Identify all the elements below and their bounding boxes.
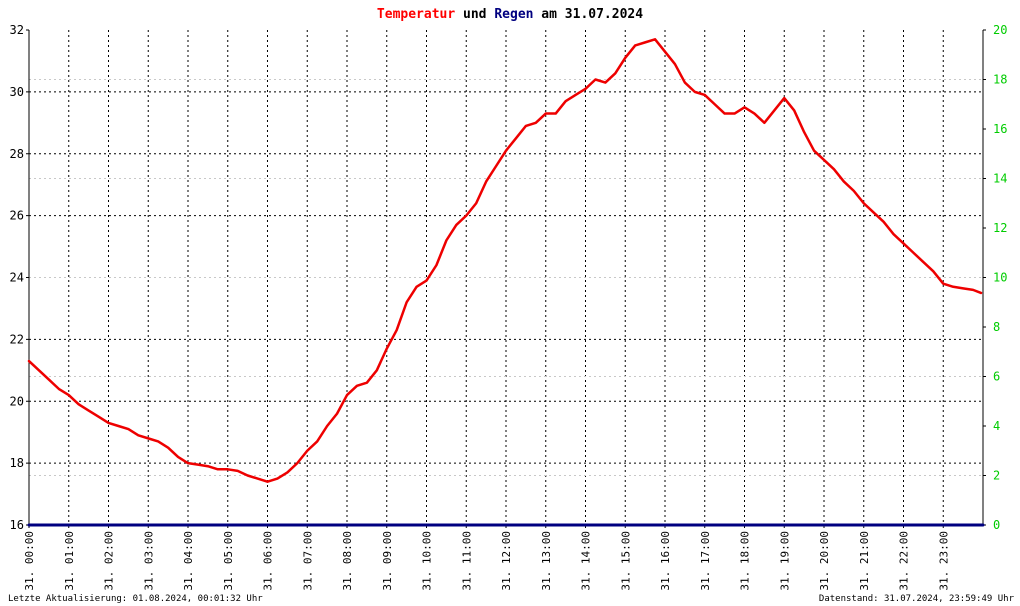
x-tick-label: 31. 11:00: [460, 531, 473, 591]
x-tick-label: 31. 18:00: [739, 531, 752, 591]
x-axis-ticks: 31. 00:00 31. 01:00 31. 02:00 31. 03:00 31. …: [23, 525, 950, 591]
x-tick-label: 31. 15:00: [619, 531, 632, 591]
footer-last-update: Letzte Aktualisierung: 01.08.2024, 00:01…: [8, 594, 263, 604]
x-tick-label: 31. 03:00: [142, 531, 155, 591]
y-right-tick-label: 12: [993, 221, 1007, 235]
x-tick-label: 31. 22:00: [898, 531, 911, 591]
y-left-tick-label: 22: [10, 332, 24, 346]
x-tick-label: 31. 04:00: [182, 531, 195, 591]
x-tick-label: 31. 00:00: [23, 531, 36, 591]
y-left-tick-label: 16: [10, 518, 24, 532]
x-tick-label: 31. 20:00: [818, 531, 831, 591]
y-right-tick-label: 2: [993, 469, 1000, 483]
x-tick-label: 31. 02:00: [103, 531, 116, 591]
x-tick-label: 31. 13:00: [540, 531, 553, 591]
x-tick-label: 31. 16:00: [659, 531, 672, 591]
y-axis-left-ticks: 16 18 20 22 24 26 28 30 32: [10, 23, 29, 532]
x-tick-label: 31. 17:00: [699, 531, 712, 591]
chart-title-part-2: Regen: [494, 7, 533, 22]
x-tick-label: 31. 07:00: [301, 531, 314, 591]
footer-data-status: Datenstand: 31.07.2024, 23:59:49 Uhr: [819, 594, 1015, 604]
x-tick-label: 31. 05:00: [222, 531, 235, 591]
x-tick-label: 31. 10:00: [421, 531, 434, 591]
y-axis-right-ticks: 0 2 4 6 8 10 12 14 16 18 20: [983, 23, 1007, 532]
x-tick-label: 31. 08:00: [341, 531, 354, 591]
y-left-tick-label: 26: [10, 209, 24, 223]
y-right-tick-label: 16: [993, 122, 1007, 136]
chart-title: Temperatur und Regen am 31.07.2024: [377, 7, 643, 22]
x-tick-label: 31. 19:00: [778, 531, 791, 591]
y-right-tick-label: 6: [993, 370, 1000, 384]
x-tick-label: 31. 09:00: [381, 531, 394, 591]
y-right-tick-label: 18: [993, 73, 1007, 87]
y-right-tick-label: 8: [993, 320, 1000, 334]
y-right-tick-label: 4: [993, 419, 1000, 433]
y-right-tick-label: 0: [993, 518, 1000, 532]
chart-title-part-1: und: [455, 7, 494, 22]
chart-title-part-0: Temperatur: [377, 7, 455, 22]
x-tick-label: 31. 14:00: [580, 531, 593, 591]
y-left-tick-label: 20: [10, 394, 24, 408]
series-line-temperatur: [27, 38, 983, 483]
x-tick-label: 31. 01:00: [63, 531, 76, 591]
y-right-tick-label: 14: [993, 172, 1007, 186]
x-tick-label: 31. 23:00: [937, 531, 950, 591]
series-layer: [27, 38, 985, 527]
y-left-tick-label: 30: [10, 85, 24, 99]
y-left-tick-label: 28: [10, 147, 24, 161]
x-tick-label: 31. 12:00: [500, 531, 513, 591]
chart-title-part-3: am 31.07.2024: [533, 7, 643, 22]
y-right-tick-label: 10: [993, 271, 1007, 285]
y-left-tick-label: 32: [10, 23, 24, 37]
y-left-tick-label: 24: [10, 271, 24, 285]
x-tick-label: 31. 21:00: [858, 531, 871, 591]
y-left-tick-label: 18: [10, 456, 24, 470]
x-tick-label: 31. 06:00: [262, 531, 275, 591]
chart-grid: [29, 30, 983, 525]
y-right-tick-label: 20: [993, 23, 1007, 37]
